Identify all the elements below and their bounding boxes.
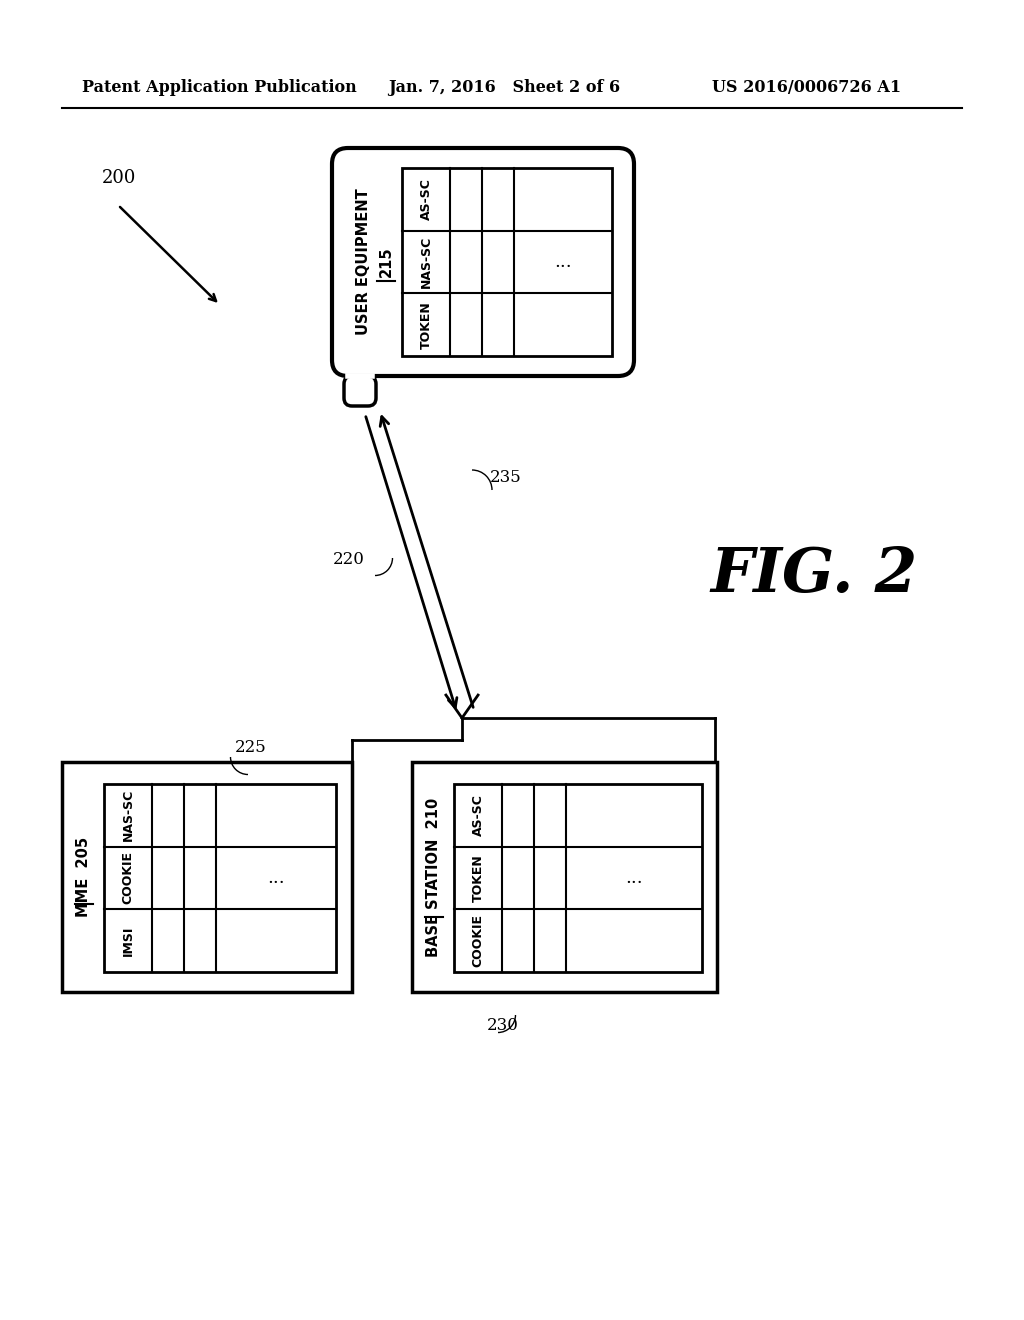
Text: TOKEN: TOKEN bbox=[420, 301, 432, 348]
Text: USER EQUIPMENT: USER EQUIPMENT bbox=[356, 189, 372, 335]
Text: NAS-SC: NAS-SC bbox=[122, 789, 134, 841]
Bar bbox=[62, 762, 352, 993]
Text: BASE STATION  210: BASE STATION 210 bbox=[427, 797, 441, 957]
Text: 200: 200 bbox=[102, 169, 136, 187]
Text: COOKIE: COOKIE bbox=[471, 915, 484, 968]
Text: AS-SC: AS-SC bbox=[471, 795, 484, 837]
Text: IMSI: IMSI bbox=[122, 925, 134, 956]
Text: COOKIE: COOKIE bbox=[122, 851, 134, 904]
Text: ...: ... bbox=[626, 869, 643, 887]
Bar bbox=[104, 784, 336, 972]
Bar bbox=[454, 784, 702, 972]
Text: ...: ... bbox=[554, 253, 571, 271]
Text: FIG. 2: FIG. 2 bbox=[710, 545, 918, 605]
FancyBboxPatch shape bbox=[344, 376, 376, 407]
Bar bbox=[412, 762, 717, 993]
Text: 230: 230 bbox=[487, 1016, 519, 1034]
Text: NAS-SC: NAS-SC bbox=[420, 236, 432, 288]
Text: 220: 220 bbox=[333, 552, 365, 569]
Text: Jan. 7, 2016   Sheet 2 of 6: Jan. 7, 2016 Sheet 2 of 6 bbox=[388, 79, 621, 96]
Text: 225: 225 bbox=[234, 738, 266, 755]
Bar bbox=[402, 168, 612, 356]
Text: Patent Application Publication: Patent Application Publication bbox=[82, 79, 356, 96]
Text: US 2016/0006726 A1: US 2016/0006726 A1 bbox=[712, 79, 901, 96]
Text: ...: ... bbox=[267, 869, 285, 887]
Text: TOKEN: TOKEN bbox=[471, 854, 484, 902]
FancyBboxPatch shape bbox=[332, 148, 634, 376]
Text: 215: 215 bbox=[379, 247, 393, 277]
Text: 235: 235 bbox=[490, 470, 522, 487]
Text: MME  205: MME 205 bbox=[77, 837, 91, 917]
Text: AS-SC: AS-SC bbox=[420, 178, 432, 220]
